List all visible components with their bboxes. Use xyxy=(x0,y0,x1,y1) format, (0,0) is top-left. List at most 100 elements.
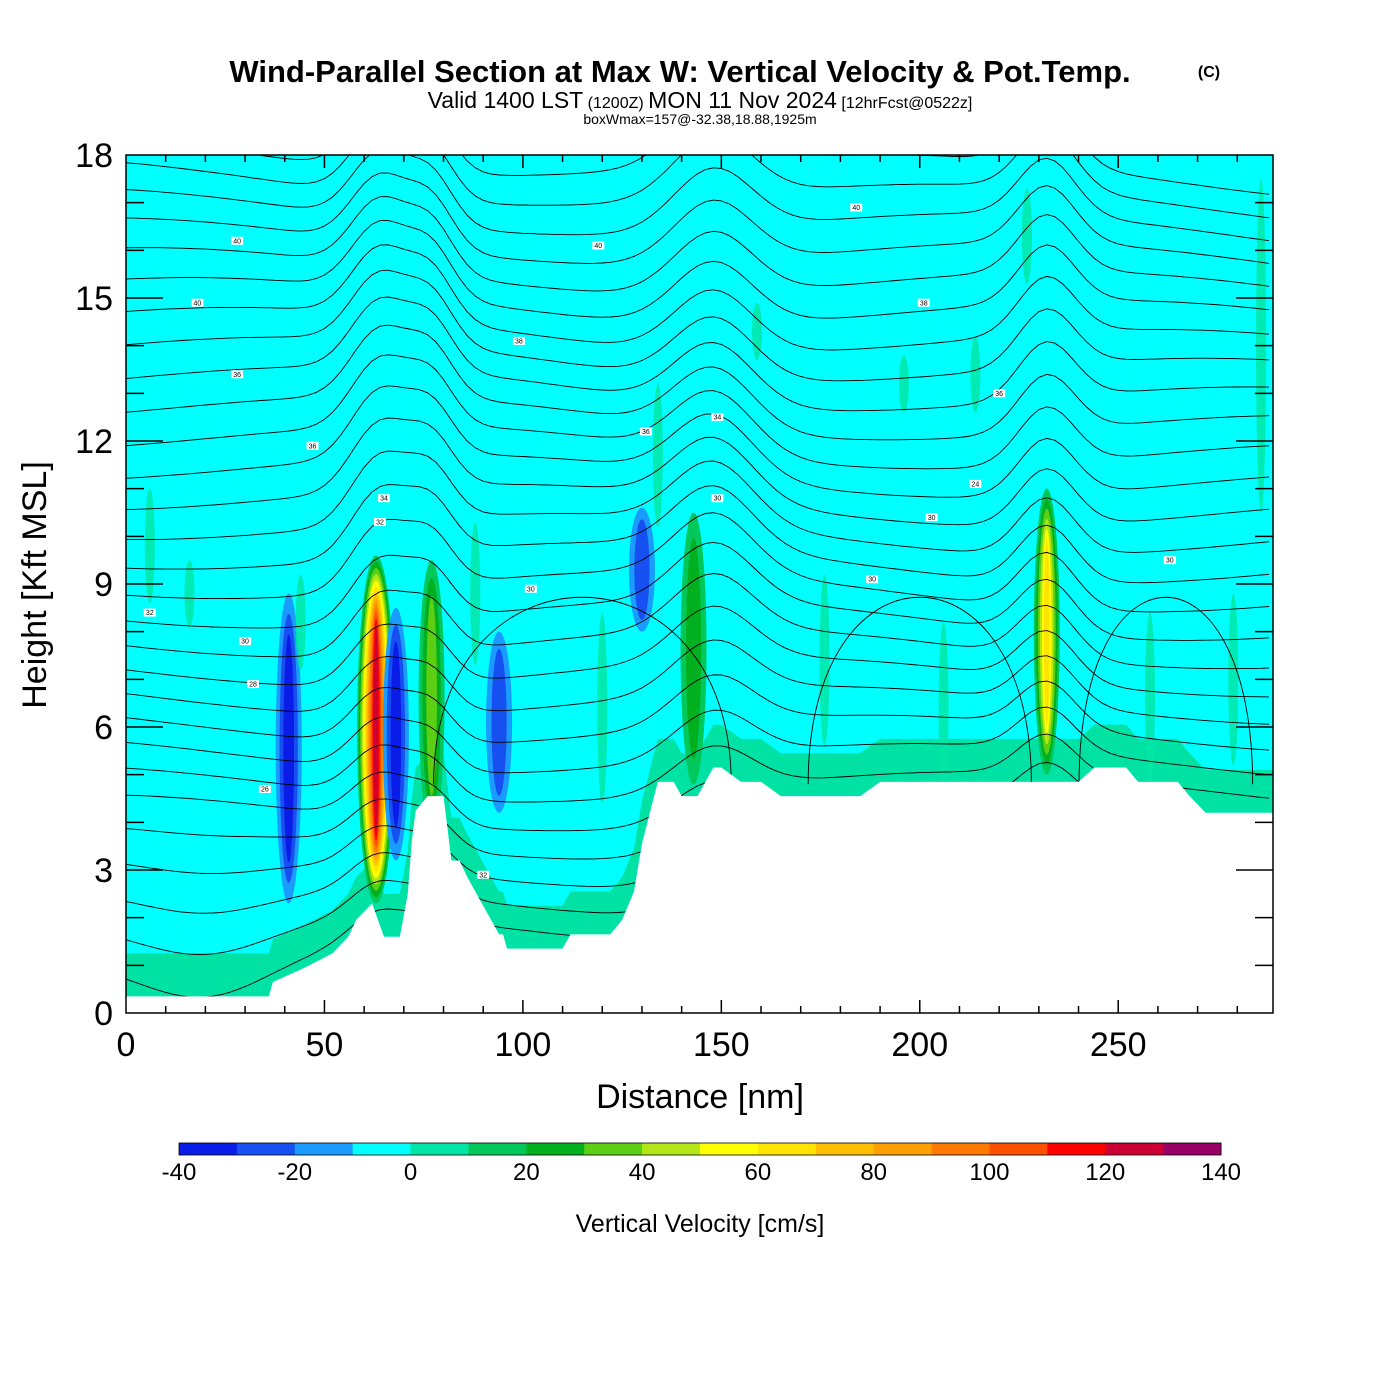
y-tick-label: 15 xyxy=(75,280,113,318)
theta-contour-line xyxy=(126,196,1270,292)
theta-contour-label: 28 xyxy=(247,680,260,689)
weak-updraft-streak xyxy=(938,622,949,794)
theta-label-box xyxy=(377,494,390,503)
theta-contour-label: 40 xyxy=(231,236,244,245)
theta-contour-line xyxy=(126,733,1270,803)
theta-contour-line xyxy=(255,155,1270,195)
theta-label-box xyxy=(993,389,1006,398)
colorbar-swatch xyxy=(757,1143,817,1155)
colorbar-swatch xyxy=(179,1143,238,1155)
colorbar-tick-label: 100 xyxy=(969,1159,1009,1186)
colorbar: -40 -20 0 20 40 60 80 100 120 140 xyxy=(162,1142,1241,1186)
colorbar-tick-label: 140 xyxy=(1201,1159,1241,1186)
theta-contour-label: 38 xyxy=(917,298,930,307)
copyright-mark: (C) xyxy=(1198,64,1220,81)
terrain-profile xyxy=(126,767,1273,1013)
colorbar-swatch xyxy=(294,1143,354,1155)
x-tick-label: 200 xyxy=(891,1026,948,1064)
theta-label-text: 32 xyxy=(146,610,154,617)
downdraft-contour-band xyxy=(390,641,402,828)
weak-updraft-streak xyxy=(1228,593,1239,766)
weak-updraft-streak xyxy=(652,383,663,527)
theta-contour-label: 32 xyxy=(143,608,156,617)
theta-contour-line xyxy=(126,385,1270,498)
colorbar-tick-label: 80 xyxy=(860,1159,887,1186)
theta-label-box xyxy=(143,608,156,617)
y-tick-label: 12 xyxy=(75,423,113,461)
theta-contour-line xyxy=(126,639,1270,725)
theta-contour-label: 40 xyxy=(191,298,204,307)
weak-updraft-streak xyxy=(470,522,481,666)
weak-updraft-streak xyxy=(1021,188,1032,284)
weak-updraft-streak xyxy=(819,574,830,747)
theta-contour-line xyxy=(126,269,1270,382)
colorbar-swatch xyxy=(700,1143,759,1155)
theta-contour-line xyxy=(126,541,1270,641)
theta-contour-label: 36 xyxy=(231,370,244,379)
theta-contour-label: 40 xyxy=(850,203,863,212)
x-axis-title: Distance [nm] xyxy=(596,1078,804,1116)
y-tick-label: 9 xyxy=(94,566,113,604)
theta-label-text: 38 xyxy=(515,338,523,345)
theta-label-text: 36 xyxy=(233,372,241,379)
theta-label-text: 36 xyxy=(309,443,317,450)
colorbar-frame xyxy=(178,1142,1222,1156)
valid-date: MON 11 Nov 2024 xyxy=(648,87,837,113)
weak-updraft-streak xyxy=(1144,612,1155,785)
theta-label-box xyxy=(231,236,244,245)
updraft-cell xyxy=(1033,488,1060,775)
colorbar-tick-label: -20 xyxy=(277,1159,312,1186)
theta-contour-label: 30 xyxy=(1163,556,1176,565)
colorbar-tick-label: -40 xyxy=(162,1159,197,1186)
x-tick-label: 150 xyxy=(693,1026,750,1064)
theta-contour-label: 36 xyxy=(993,389,1006,398)
downdraft-cell xyxy=(275,593,302,904)
theta-label-box xyxy=(239,637,252,646)
theta-label-box xyxy=(917,298,930,307)
valid-time-line: Valid 1400 LST (1200Z) MON 11 Nov 2024 [… xyxy=(428,87,973,113)
forecast-info: [12hrFcst@0522z] xyxy=(841,95,972,112)
theta-contour-line xyxy=(126,674,1270,751)
theta-label-text: 30 xyxy=(928,515,936,522)
y-tick-label: 0 xyxy=(94,995,113,1033)
theta-dome-contour xyxy=(433,597,732,785)
theta-label-box xyxy=(592,241,605,250)
colorbar-tick-label: 20 xyxy=(513,1159,540,1186)
updraft-contour-band xyxy=(1043,538,1050,725)
theta-contour-label: 30 xyxy=(711,494,724,503)
colorbar-swatch xyxy=(989,1143,1048,1155)
theta-contour-label: 30 xyxy=(866,575,879,584)
x-tick-label: 50 xyxy=(306,1026,344,1064)
colorbar-tick-label: 40 xyxy=(629,1159,656,1186)
theta-contour-line xyxy=(126,484,1270,584)
theta-contour-line xyxy=(126,296,1270,412)
colorbar-tick-label: 120 xyxy=(1085,1159,1125,1186)
x-tick-label: 0 xyxy=(117,1026,136,1064)
theta-contour-line xyxy=(126,172,1270,264)
theta-contour-label: 30 xyxy=(239,637,252,646)
box-wmax-note: boxWmax=157@-32.38,18.88,1925m xyxy=(583,111,816,127)
theta-contour-label: 36 xyxy=(639,427,652,436)
theta-contour-label: 30 xyxy=(925,513,938,522)
theta-dome-contour xyxy=(1078,596,1254,785)
theta-contour-line xyxy=(126,219,1270,319)
theta-contour-label: 40 xyxy=(592,241,605,250)
theta-label-text: 32 xyxy=(376,520,384,527)
theta-label-text: 34 xyxy=(380,496,388,503)
theta-contour-line xyxy=(126,244,1270,351)
theta-contour-line xyxy=(126,155,1270,242)
weak-updraft-streak xyxy=(597,612,608,804)
theta-label-text: 34 xyxy=(713,415,721,422)
weak-updraft-streak xyxy=(184,560,195,627)
y-axis-title: Height [Kft MSL] xyxy=(16,461,54,709)
downdraft-cell xyxy=(486,631,513,813)
theta-contour-line xyxy=(126,605,1270,698)
theta-label-box xyxy=(925,513,938,522)
downdraft-contour-band xyxy=(491,648,507,796)
theta-contour-label: 26 xyxy=(258,784,271,793)
weak-updraft-streak xyxy=(295,574,306,670)
x-tick-label: 250 xyxy=(1090,1026,1147,1064)
theta-label-text: 36 xyxy=(995,391,1003,398)
